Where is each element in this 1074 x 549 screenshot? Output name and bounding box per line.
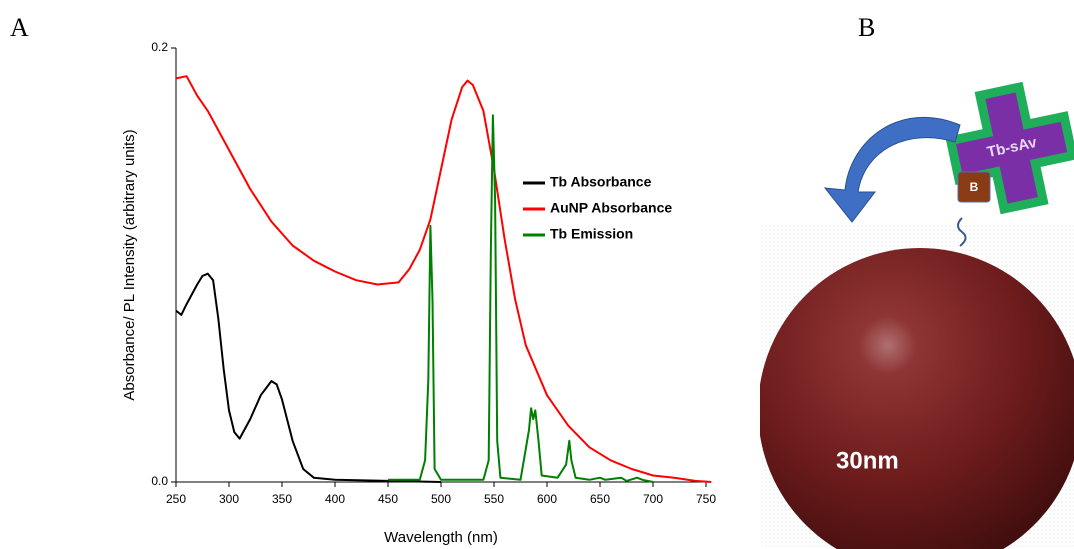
- x-tick-label: 450: [378, 492, 398, 506]
- panel-label: A: [10, 13, 29, 42]
- y-tick-label: 0.2: [151, 40, 168, 54]
- chart: 250 300 350 400 450 500 550 600 650 700 750 0.0 0.2 W…: [121, 40, 716, 546]
- x-tick-label: 300: [219, 492, 239, 506]
- x-axis-label: Wavelength (nm): [384, 529, 498, 546]
- linker: [957, 217, 967, 247]
- y-axis-label: Absorbance/ PL Intensity (arbitrary unit…: [121, 129, 138, 400]
- x-tick-label: 750: [696, 492, 716, 506]
- series-line: [388, 114, 654, 483]
- x-tick-label: 350: [272, 492, 292, 506]
- x-tick-label: 250: [166, 492, 186, 506]
- x-tick-label: 500: [431, 492, 451, 506]
- x-tick-label: 700: [643, 492, 663, 506]
- x-tick-label: 650: [590, 492, 610, 506]
- biotin-label: B: [970, 180, 979, 194]
- biotin: [957, 171, 991, 203]
- legend-label: Tb Emission: [550, 226, 633, 242]
- particle-label: 30nm: [836, 447, 899, 474]
- energy-transfer-arrow: [823, 116, 961, 223]
- legend-label: AuNP Absorbance: [550, 200, 672, 216]
- series-line: [175, 75, 712, 483]
- diagram: Tb-sAv B 30nm: [760, 81, 1074, 549]
- x-tick-label: 400: [325, 492, 345, 506]
- panel-label: B: [858, 13, 875, 42]
- y-tick-label: 0.0: [151, 474, 168, 488]
- series-line: [175, 272, 442, 483]
- x-tick-label: 550: [484, 492, 504, 506]
- x-tick-label: 600: [537, 492, 557, 506]
- nanoparticle: [760, 248, 1074, 549]
- legend-label: Tb Absorbance: [550, 174, 652, 190]
